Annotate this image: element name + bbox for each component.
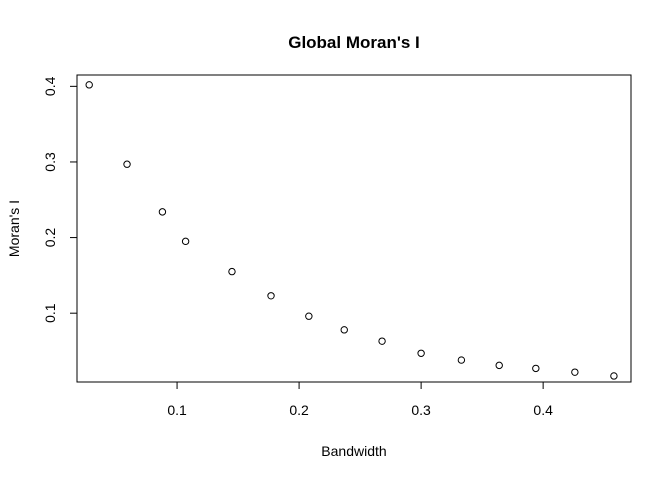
data-point <box>123 160 131 168</box>
data-point <box>267 292 275 300</box>
plot-area-frame <box>76 74 632 383</box>
data-point <box>571 368 579 376</box>
data-point <box>417 349 425 357</box>
y-tick-label: 0.2 <box>42 228 58 248</box>
x-tick-label: 0.4 <box>533 402 553 418</box>
data-points <box>85 81 618 380</box>
data-point <box>378 337 386 345</box>
chart-title: Global Moran's I <box>288 33 420 52</box>
data-point <box>181 237 190 246</box>
x-axis-label: Bandwidth <box>321 443 386 459</box>
x-axis: 0.1 0.2 0.3 0.4 <box>167 381 553 418</box>
x-tick-label: 0.3 <box>411 402 431 418</box>
x-tick-label: 0.1 <box>167 402 187 418</box>
data-point <box>532 364 540 373</box>
y-tick-label: 0.1 <box>42 303 58 323</box>
data-point <box>457 356 466 364</box>
data-point <box>495 361 503 370</box>
y-axis-label: Moran's I <box>6 200 22 257</box>
data-point <box>610 372 618 380</box>
x-tick-label: 0.2 <box>289 402 309 418</box>
y-tick-label: 0.3 <box>42 152 58 172</box>
data-point <box>85 81 93 89</box>
y-tick-label: 0.4 <box>42 76 58 96</box>
data-point <box>340 326 348 334</box>
data-point <box>305 312 313 320</box>
data-point <box>158 208 167 216</box>
data-point <box>228 267 236 276</box>
y-axis: 0.1 0.2 0.3 0.4 <box>42 76 78 323</box>
